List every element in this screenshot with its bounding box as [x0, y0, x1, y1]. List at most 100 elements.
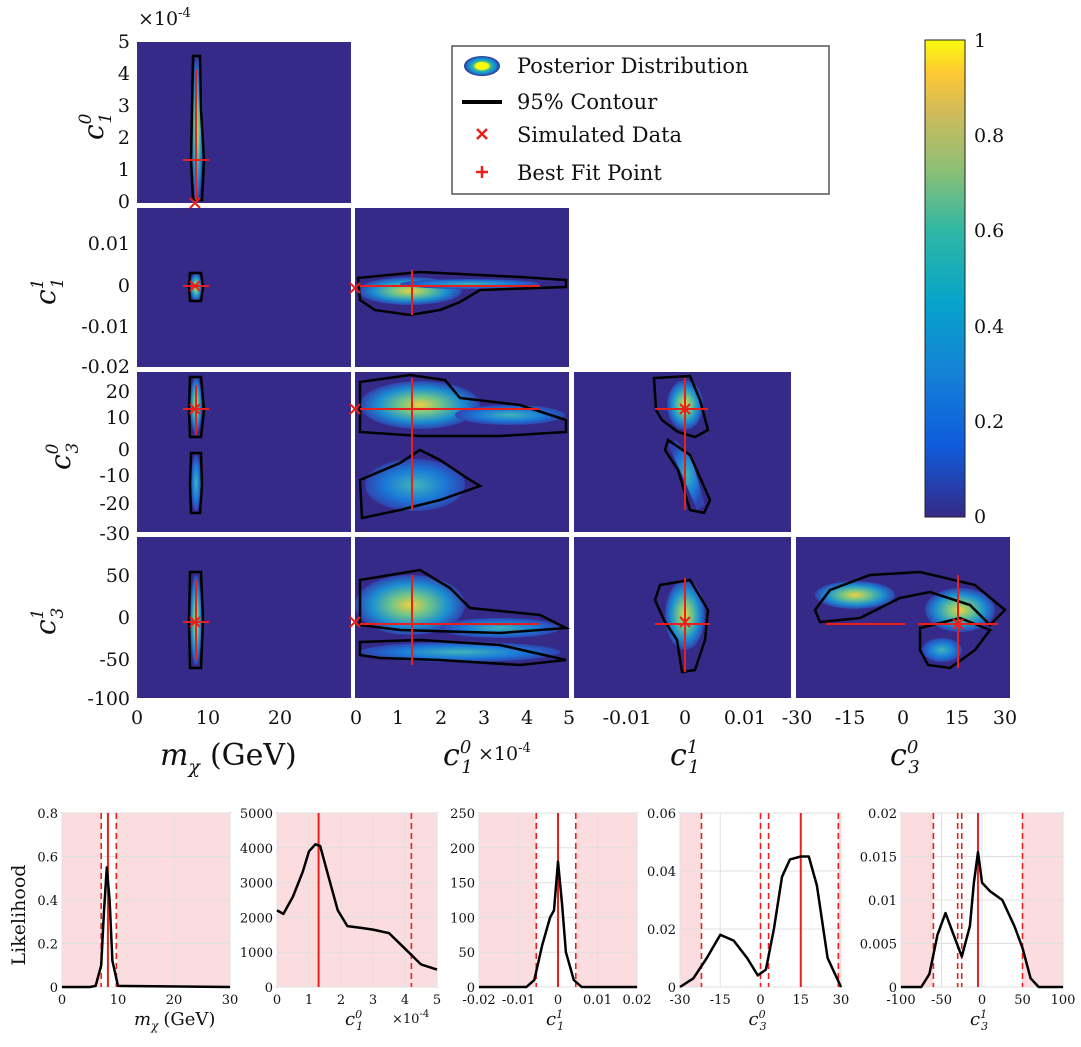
tick-label: 0	[756, 993, 764, 1008]
tick-label: 0	[668, 981, 676, 996]
tick-label: 5	[433, 993, 441, 1008]
panel-mchi-c30	[137, 372, 351, 532]
contour-95	[358, 568, 571, 635]
tick-label: 0.005	[860, 938, 897, 953]
tick-label: -0.01	[502, 993, 535, 1008]
best-fit-marker	[655, 578, 710, 672]
likelihood-curve	[276, 843, 438, 971]
panel-c11-c30	[574, 372, 791, 532]
tick-label: 15	[945, 707, 969, 729]
colorbar-tick: 1	[974, 30, 986, 52]
tick-label: 10	[110, 993, 127, 1008]
tick-label: 0	[58, 993, 66, 1008]
best-fit-marker	[360, 270, 540, 315]
tick-label: 50	[1014, 993, 1031, 1008]
tick-label: 0.01	[583, 993, 612, 1008]
tick-label: 0	[889, 981, 897, 996]
tick-label: 0	[131, 707, 143, 729]
likelihood-panel: -30 -15 0 15 30 0 0.02 0.04 0.06 c0 3	[647, 807, 849, 1033]
contour-95-lower	[918, 616, 992, 670]
tick-label: 150	[450, 877, 475, 892]
contour-95	[187, 570, 205, 670]
y-label-c30: c03	[43, 443, 83, 470]
tick-label: 30	[222, 993, 239, 1008]
contour-95-lower	[663, 438, 712, 515]
tick-label: -10	[99, 465, 130, 487]
posterior-swatch	[464, 56, 500, 76]
tick-label: -100	[87, 688, 130, 710]
tick-label: 3	[118, 95, 130, 117]
panel-background	[137, 208, 351, 367]
tick-label: 0.6	[37, 851, 58, 866]
x-scale-c10: ×10-4	[478, 741, 531, 765]
best-fit-marker	[183, 385, 209, 435]
tick-label: -0.01	[81, 316, 130, 338]
panel-background	[137, 372, 351, 532]
contour-95-lower	[188, 451, 204, 515]
legend-label: Posterior Distribution	[517, 54, 749, 78]
corner-y-labels: c01 c11 c03 c13	[28, 113, 116, 635]
posterior-density	[360, 381, 480, 429]
posterior-density-lower	[922, 638, 962, 662]
panel-background	[137, 537, 351, 698]
tick-label: 4	[401, 993, 409, 1008]
likelihood-ylabel: Likelihood	[8, 865, 30, 966]
best-fit-marker	[360, 378, 540, 510]
tick-label: 250	[450, 807, 475, 822]
tick-label: -30	[99, 523, 130, 545]
likelihood-panel: -0.02 -0.01 0 0.01 0.02 0 50 100 150 200 250 c1 1	[450, 807, 651, 1033]
tick-label: 20	[106, 381, 130, 403]
panel-c30-c31	[796, 537, 1010, 698]
x-label-mchi: mχ (GeV)	[160, 738, 297, 778]
likelihood-curve	[62, 866, 231, 989]
tick-label: 0	[118, 191, 130, 213]
tick-label: 0	[679, 707, 691, 729]
tick-label: 100	[1051, 993, 1076, 1008]
tick-label: 0	[118, 439, 130, 461]
x-label-c30: c0 3	[890, 737, 920, 778]
tick-label: 20	[166, 993, 183, 1008]
tick-label: 0.06	[647, 807, 676, 822]
contour-95	[356, 270, 568, 317]
legend: Posterior Distribution 95% Contour Simul…	[451, 45, 830, 195]
tick-label: 3000	[240, 877, 273, 892]
legend-label: 95% Contour	[517, 90, 658, 114]
best-fit-marker	[360, 575, 540, 665]
tick-label: 30	[833, 993, 850, 1008]
tick-label: 0.015	[860, 851, 897, 866]
tick-label: 3	[478, 707, 490, 729]
tick-label: -15	[710, 993, 731, 1008]
posterior-density-lower	[668, 440, 705, 510]
tick-label: -50	[99, 649, 130, 671]
panel-c10-c30	[355, 372, 569, 532]
tick-label: 10	[196, 707, 220, 729]
posterior-density-lower	[365, 459, 465, 511]
colorbar-tick: 0	[974, 506, 986, 528]
y-label-c31: c13	[28, 608, 68, 635]
x-axis-label: mχ (GeV)	[134, 1009, 215, 1033]
tick-label: 4	[521, 707, 533, 729]
tick-label: 0	[350, 707, 362, 729]
tick-label: 0	[554, 993, 562, 1008]
likelihood-panel: 0 1 2 3 4 5 0 1000 2000 3000 4000 5000 c0 1 ×10-4	[240, 807, 441, 1033]
legend-label: Best Fit Point	[517, 161, 662, 185]
tick-label: 50	[458, 946, 475, 961]
markers	[183, 70, 998, 672]
tick-label: 50	[106, 565, 130, 587]
contour-95	[189, 54, 206, 202]
tick-label: 1	[118, 159, 130, 181]
x-label-c10: c0 1	[443, 737, 473, 778]
tick-label: 0	[467, 981, 475, 996]
tick-label: -0.01	[603, 707, 652, 729]
tick-label: -50	[931, 993, 952, 1008]
contour-95-lower	[358, 448, 483, 520]
contour-95-lower	[358, 638, 567, 667]
colorbar-tick: 0.2	[974, 411, 1004, 433]
legend-label: Simulated Data	[517, 123, 682, 147]
posterior-density-right	[925, 588, 995, 632]
simulated-data-marker	[189, 197, 201, 209]
tick-label: -30	[782, 707, 813, 729]
tick-label: 0.02	[623, 993, 652, 1008]
colorbar-tick: 0.6	[974, 220, 1004, 242]
likelihood-curve	[901, 850, 1063, 989]
